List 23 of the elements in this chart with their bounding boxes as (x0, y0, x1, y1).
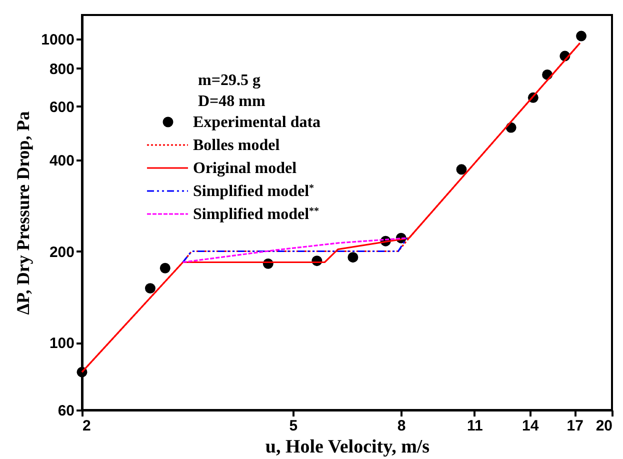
annotation: m=29.5 g (198, 72, 260, 89)
x-tick-label: 20 (596, 418, 612, 434)
x-tick-label: 5 (289, 418, 298, 434)
y-tick-label: 60 (58, 402, 74, 420)
x-tick-label: 8 (397, 418, 406, 434)
x-tick-label: 14 (522, 418, 540, 434)
y-tick-label: 800 (49, 60, 74, 78)
y-tick-label: 400 (49, 152, 74, 170)
legend-label: Bolles model (193, 137, 280, 154)
legend-label: Simplified model$^{**}$ (193, 206, 320, 223)
x-tick-label: 11 (466, 418, 483, 434)
x-tick-label: 17 (566, 418, 584, 434)
y-tick-label: 600 (49, 98, 74, 116)
y-tick-label: 1000 (41, 32, 74, 49)
y-tick-label: 100 (49, 335, 74, 352)
x-tick-label: 2 (82, 418, 91, 434)
legend-label: Original model (193, 160, 298, 177)
y-tick-label: 200 (49, 244, 74, 261)
annotation: D=48 mm (198, 93, 266, 110)
x-axis-title: u, Hole Velocity, m/s (265, 436, 430, 458)
legend-label: Simplified model$^{*}$ (193, 182, 314, 200)
y-axis-title: ΔP, Dry Pressure Drop, Pa (13, 111, 34, 315)
legend-label: Experimental data (193, 114, 321, 131)
